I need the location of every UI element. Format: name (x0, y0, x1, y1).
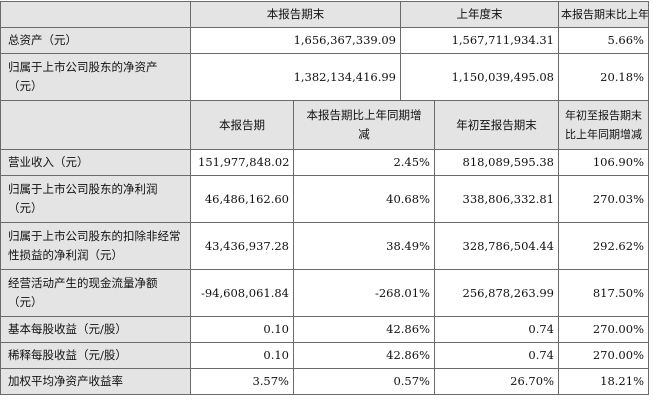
row-label-weighted-roe: 加权平均净资产收益率 (0, 368, 191, 395)
cell-revenue-current: 151,977,848.02 (190, 149, 294, 176)
cell-revenue-current-change: 2.45% (293, 149, 435, 176)
table-row: 总资产（元） 1,656,367,339.09 1,567,711,934.31… (0, 27, 649, 54)
cell-net-profit-current-change: 40.68% (293, 175, 435, 223)
cell-net-profit-current: 46,486,162.60 (190, 175, 294, 223)
row-label-basic-eps: 基本每股收益（元/股） (0, 316, 191, 343)
row-label-total-assets: 总资产（元） (0, 27, 191, 54)
cell-roe-current-change: 0.57% (293, 368, 435, 395)
cell-revenue-ytd: 818,089,595.38 (434, 149, 559, 176)
cell-roe-ytd: 26.70% (434, 368, 559, 395)
cell-net-profit-ytd: 338,806,332.81 (434, 175, 559, 223)
row-label-net-profit-deducted: 归属于上市公司股东的扣除非经常性损益的净利润（元） (0, 222, 191, 270)
row-label-net-profit: 归属于上市公司股东的净利润（元） (0, 175, 191, 223)
cell-total-assets-change: 5.66% (558, 27, 649, 54)
cell-basic-eps-current-change: 42.86% (293, 316, 435, 343)
cell-net-profit-deducted-ytd: 328,786,504.44 (434, 222, 559, 270)
cell-net-profit-deducted-ytd-change: 292.62% (558, 222, 649, 270)
income-header-ytd-change: 年初至报告期末比上年同期增减 (558, 100, 649, 150)
table-row: 基本每股收益（元/股） 0.10 42.86% 0.74 270.00% (0, 316, 649, 343)
table-row: 经营活动产生的现金流量净额（元） -94,608,061.84 -268.01%… (0, 269, 649, 317)
cell-roe-current: 3.57% (190, 368, 294, 395)
income-header-current-period: 本报告期 (190, 100, 294, 150)
cell-roe-ytd-change: 18.21% (558, 368, 649, 395)
cell-diluted-eps-current: 0.10 (190, 342, 294, 369)
balance-header-current-period-end: 本报告期末 (190, 1, 401, 28)
cell-net-profit-deducted-current-change: 38.49% (293, 222, 435, 270)
row-label-revenue: 营业收入（元） (0, 149, 191, 176)
row-label-operating-cash-flow: 经营活动产生的现金流量净额（元） (0, 269, 191, 317)
financial-data-table: 本报告期末 上年度末 本报告期末比上年度末增减 总资产（元） 1,656,367… (0, 1, 649, 395)
cell-total-assets-current: 1,656,367,339.09 (190, 27, 401, 54)
income-header-current-change: 本报告期比上年同期增减 (293, 100, 435, 150)
cell-net-profit-deducted-current: 43,436,937.28 (190, 222, 294, 270)
cell-cash-flow-ytd: 256,878,263.99 (434, 269, 559, 317)
balance-header-prior-year-end: 上年度末 (400, 1, 559, 28)
row-label-net-assets: 归属于上市公司股东的净资产（元） (0, 53, 191, 101)
cell-net-profit-ytd-change: 270.03% (558, 175, 649, 223)
table-row: 归属于上市公司股东的净利润（元） 46,486,162.60 40.68% 33… (0, 175, 649, 223)
balance-header-change: 本报告期末比上年度末增减 (558, 1, 649, 28)
income-header-empty (0, 100, 191, 150)
cell-diluted-eps-current-change: 42.86% (293, 342, 435, 369)
income-header-ytd: 年初至报告期末 (434, 100, 559, 150)
cell-diluted-eps-ytd: 0.74 (434, 342, 559, 369)
cell-cash-flow-current-change: -268.01% (293, 269, 435, 317)
cell-cash-flow-ytd-change: 817.50% (558, 269, 649, 317)
balance-header-empty (0, 1, 191, 28)
cell-basic-eps-ytd: 0.74 (434, 316, 559, 343)
cell-basic-eps-ytd-change: 270.00% (558, 316, 649, 343)
cell-net-assets-current: 1,382,134,416.99 (190, 53, 401, 101)
table-row: 归属于上市公司股东的净资产（元） 1,382,134,416.99 1,150,… (0, 53, 649, 101)
balance-header-row: 本报告期末 上年度末 本报告期末比上年度末增减 (0, 1, 649, 28)
table-row: 归属于上市公司股东的扣除非经常性损益的净利润（元） 43,436,937.28 … (0, 222, 649, 270)
table-row: 加权平均净资产收益率 3.57% 0.57% 26.70% 18.21% (0, 368, 649, 395)
cell-net-assets-prior: 1,150,039,495.08 (400, 53, 559, 101)
table-row: 营业收入（元） 151,977,848.02 2.45% 818,089,595… (0, 149, 649, 176)
table-row: 稀释每股收益（元/股） 0.10 42.86% 0.74 270.00% (0, 342, 649, 369)
cell-total-assets-prior: 1,567,711,934.31 (400, 27, 559, 54)
cell-revenue-ytd-change: 106.90% (558, 149, 649, 176)
cell-net-assets-change: 20.18% (558, 53, 649, 101)
row-label-diluted-eps: 稀释每股收益（元/股） (0, 342, 191, 369)
cell-cash-flow-current: -94,608,061.84 (190, 269, 294, 317)
cell-basic-eps-current: 0.10 (190, 316, 294, 343)
cell-diluted-eps-ytd-change: 270.00% (558, 342, 649, 369)
income-header-row: 本报告期 本报告期比上年同期增减 年初至报告期末 年初至报告期末比上年同期增减 (0, 100, 649, 150)
